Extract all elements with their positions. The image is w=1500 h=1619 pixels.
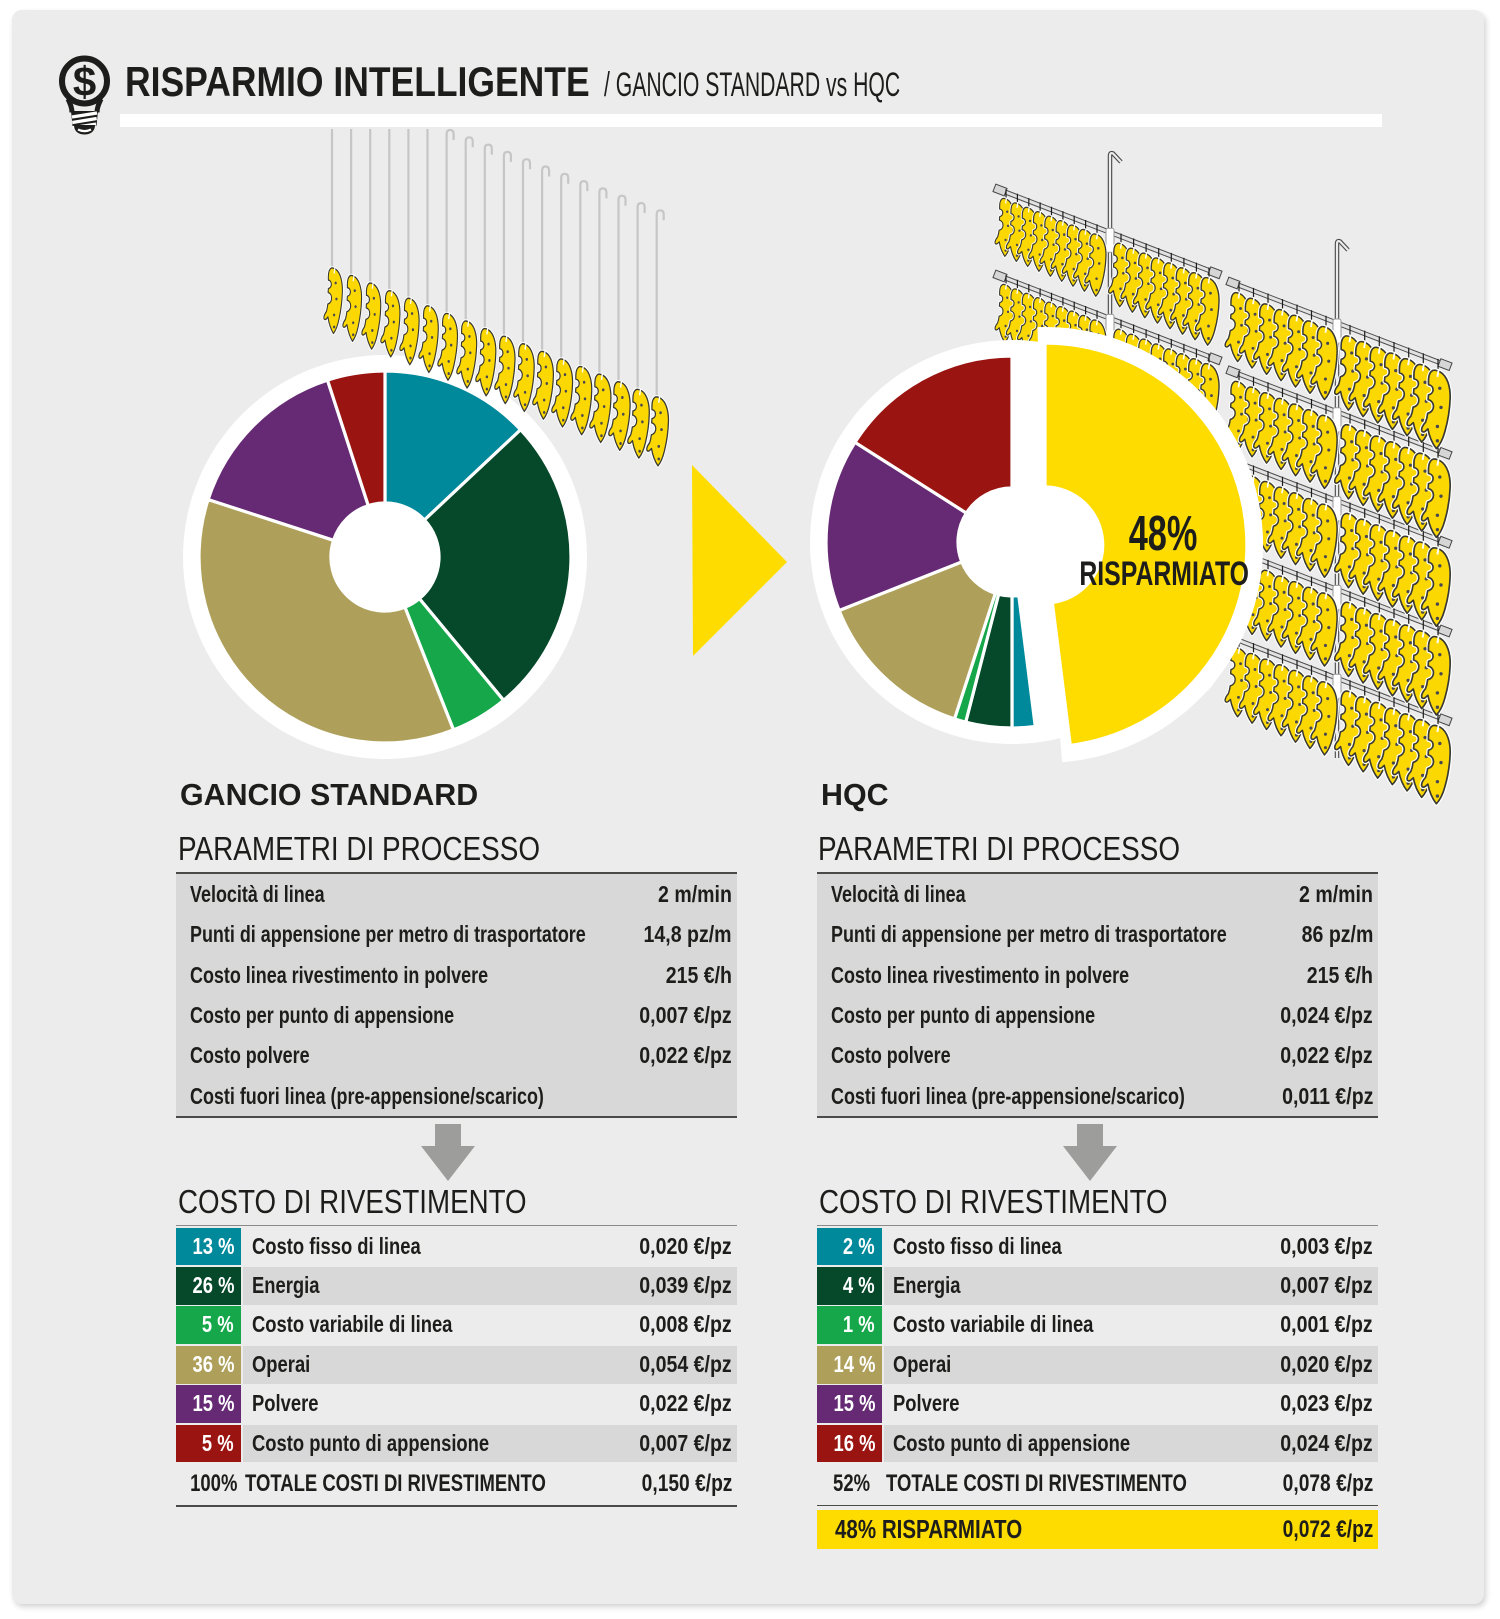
svg-text:$: $ <box>73 58 96 105</box>
